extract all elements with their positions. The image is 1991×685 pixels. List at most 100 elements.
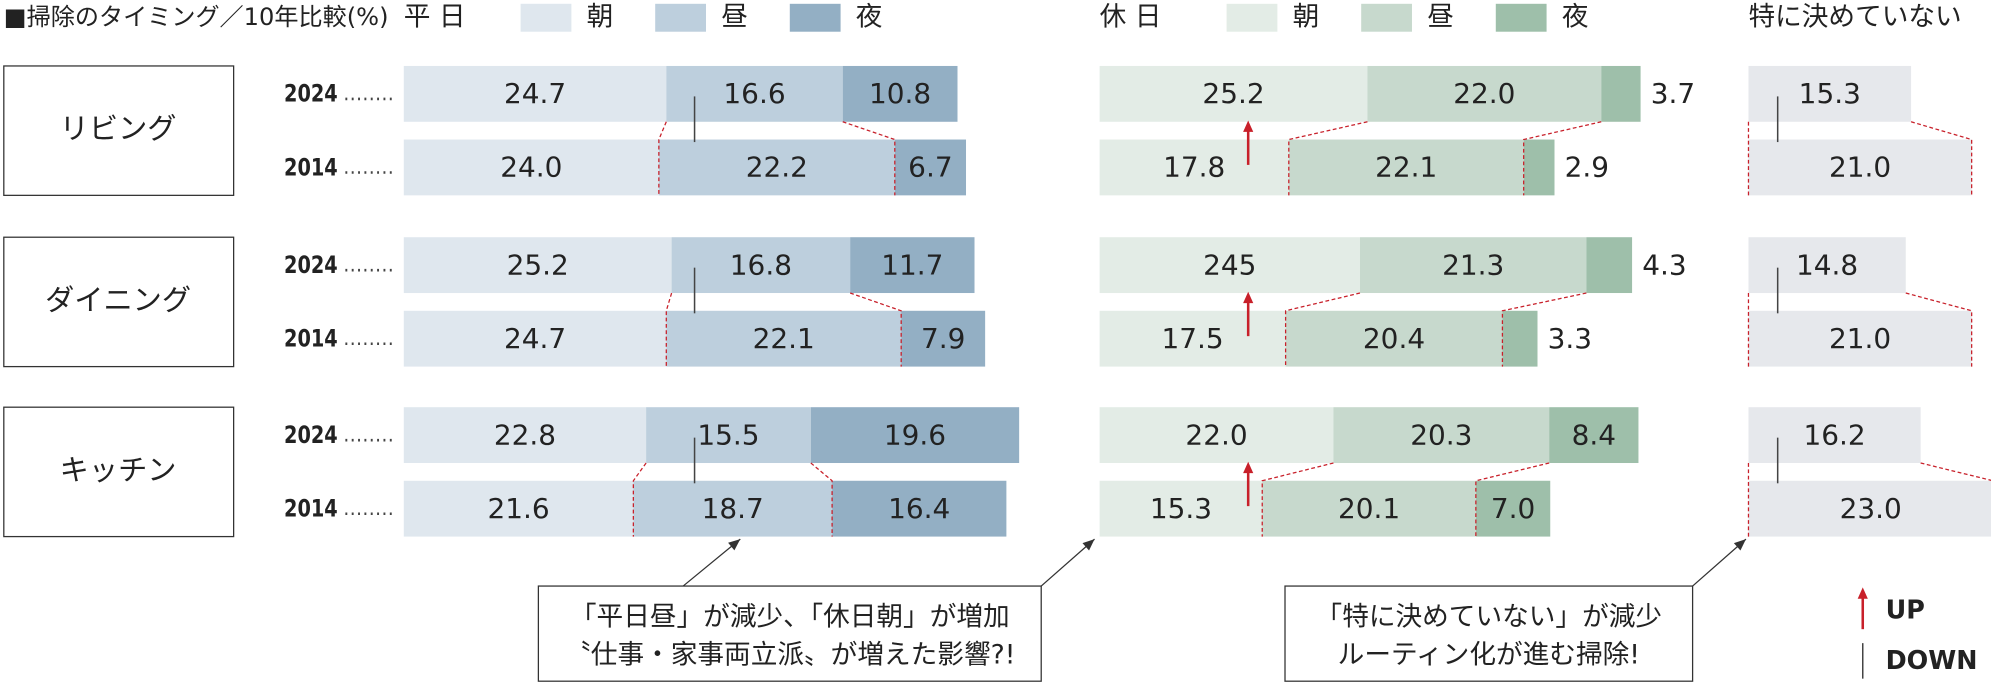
change-connector: [658, 121, 667, 196]
value-label: 22.2: [746, 151, 808, 184]
callout-text: ルーティン化が進む掃除!: [1338, 639, 1640, 670]
legend-label: 朝: [1293, 1, 1320, 32]
value-label: 17.8: [1163, 151, 1225, 184]
callout-text: 「平日昼」が減少、「休日朝」が増加: [570, 601, 1010, 632]
bar-segment: [1475, 480, 1551, 537]
change-connector: [842, 121, 896, 196]
value-label: 24.7: [504, 322, 566, 355]
room-box: [3, 236, 235, 368]
bar-segment: [1099, 407, 1334, 464]
value-label: 21.0: [1829, 151, 1891, 184]
value-label: 22.1: [1375, 151, 1437, 184]
value-label: 4.3: [1642, 248, 1686, 281]
legend-label: 昼: [721, 1, 748, 32]
bar-segment: [1748, 237, 1906, 294]
bar-segment: [633, 480, 833, 537]
panel-label: 特に決めていない: [1748, 1, 1961, 32]
legend-label: 朝: [587, 1, 614, 32]
year-label: 2014: [284, 326, 338, 354]
bar-segment: [1586, 237, 1633, 294]
bar-segment: [403, 139, 659, 196]
value-label: 16.2: [1803, 418, 1865, 451]
change-connector: [1501, 292, 1587, 367]
up-marker-head: [1243, 461, 1254, 474]
change-connector: [1910, 121, 1973, 196]
value-label: 11.7: [881, 248, 943, 281]
legend-swatch: [1361, 3, 1412, 32]
bar-segment: [1360, 237, 1587, 294]
value-label: 21.6: [487, 492, 549, 525]
bar-segment: [658, 139, 895, 196]
up-marker-head: [1243, 291, 1254, 304]
bar-segment: [403, 310, 667, 367]
year-label: 2014: [284, 154, 338, 182]
change-connector: [1523, 121, 1602, 196]
value-label: 20.3: [1410, 418, 1472, 451]
value-label: 2.9: [1565, 151, 1609, 184]
value-label: 15.3: [1799, 77, 1861, 110]
callout-arrow: [682, 538, 741, 587]
value-label: 19.6: [884, 418, 946, 451]
value-label: 22.8: [494, 418, 556, 451]
year-label: 2024: [284, 422, 338, 450]
legend-down-label: DOWN: [1886, 645, 1978, 675]
value-label: 21.3: [1442, 248, 1504, 281]
room-box: [3, 65, 235, 196]
bar-segment: [403, 407, 647, 464]
value-label: 15.5: [697, 418, 759, 451]
legend-swatch: [520, 3, 572, 32]
change-connector: [849, 292, 902, 367]
value-label: 24.0: [500, 151, 562, 184]
value-label: 3.7: [1651, 77, 1695, 110]
bar-segment: [403, 65, 667, 122]
value-label: 16.8: [730, 248, 792, 281]
bar-segment: [842, 65, 958, 122]
room-label: リビング: [60, 112, 177, 146]
value-label: 17.5: [1162, 322, 1224, 355]
bar-segment: [646, 407, 811, 464]
year-label: 2024: [284, 252, 338, 280]
bar-segment: [1367, 65, 1602, 122]
bar-segment: [1549, 407, 1639, 464]
bar-segment: [832, 480, 1007, 537]
value-label: 22.0: [1185, 418, 1247, 451]
bar-segment: [1523, 139, 1555, 196]
bar-segment: [894, 139, 967, 196]
value-label: 22.0: [1453, 77, 1515, 110]
callout-box: [1284, 585, 1694, 682]
up-marker-head: [1243, 120, 1254, 132]
value-label: 16.4: [888, 492, 950, 525]
value-label: 24.7: [504, 77, 566, 110]
value-label: 8.4: [1572, 418, 1616, 451]
legend-up-label: UP: [1886, 594, 1925, 624]
callout-text: 〝仕事・家事両立派〟が増えた影響?!: [564, 639, 1015, 670]
value-label: 21.0: [1829, 322, 1891, 355]
legend-swatch: [1495, 3, 1547, 32]
value-label: 15.3: [1150, 492, 1212, 525]
bar-segment: [403, 480, 634, 537]
callout-arrow-head: [1082, 539, 1095, 551]
value-label: 16.6: [723, 77, 785, 110]
bar-segment: [403, 237, 672, 294]
value-label: 10.8: [869, 77, 931, 110]
title: ■掃除のタイミング／10年比較(%): [4, 3, 389, 31]
legend-label: 夜: [856, 1, 883, 32]
callout-text: 「特に決めていない」が減少: [1316, 601, 1663, 632]
legend-swatch: [789, 3, 841, 32]
bar-segment: [850, 237, 975, 294]
bar-segment: [1748, 139, 1972, 196]
change-connector: [1261, 462, 1334, 537]
bar-segment: [810, 407, 1020, 464]
panel-label: 平 日: [404, 1, 466, 32]
value-label: 20.1: [1338, 492, 1400, 525]
value-label: 23.0: [1840, 492, 1902, 525]
bar-segment: [1099, 480, 1263, 537]
value-label: 18.7: [702, 492, 764, 525]
legend-label: 昼: [1427, 1, 1454, 32]
bar-segment: [671, 237, 851, 294]
bar-segment: [1099, 237, 1361, 294]
room-box: [3, 406, 235, 538]
change-connector: [1905, 292, 1973, 367]
bar-segment: [1502, 310, 1538, 367]
value-label: 22.1: [753, 322, 815, 355]
